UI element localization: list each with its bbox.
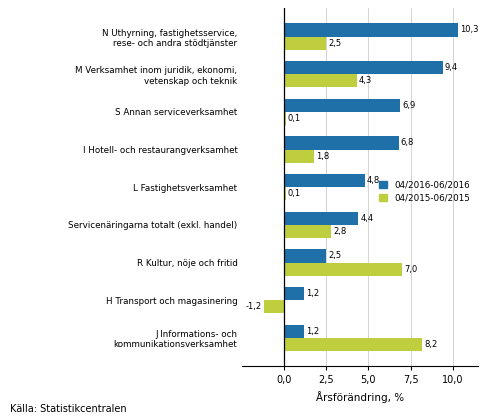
Text: 2,5: 2,5 (328, 39, 341, 48)
Text: 8,2: 8,2 (424, 340, 438, 349)
Text: 1,2: 1,2 (306, 327, 319, 336)
Bar (284, 262, 402, 276)
Text: 1,2: 1,2 (306, 289, 319, 298)
Bar (284, 187, 285, 201)
Bar (284, 149, 314, 163)
Legend: 04/2016-06/2016, 04/2015-06/2015: 04/2016-06/2016, 04/2015-06/2015 (375, 177, 474, 206)
Bar (284, 37, 326, 50)
Text: 9,4: 9,4 (445, 63, 458, 72)
Text: 2,8: 2,8 (333, 227, 347, 236)
Bar (284, 249, 326, 262)
Bar (284, 61, 443, 74)
Text: 10,3: 10,3 (460, 25, 478, 35)
Text: -1,2: -1,2 (246, 302, 261, 311)
Text: 4,8: 4,8 (367, 176, 380, 185)
Bar (284, 74, 356, 87)
Text: 6,9: 6,9 (402, 101, 416, 110)
Text: 2,5: 2,5 (328, 251, 341, 260)
Text: 0,1: 0,1 (287, 189, 301, 198)
Text: 1,8: 1,8 (317, 151, 329, 161)
Text: 4,4: 4,4 (360, 214, 373, 223)
X-axis label: Årsförändring, %: Årsförändring, % (316, 391, 404, 403)
Text: 7,0: 7,0 (404, 265, 418, 274)
Bar (284, 225, 331, 238)
Bar (284, 23, 458, 37)
Text: 0,1: 0,1 (287, 114, 301, 123)
Bar (264, 300, 284, 313)
Bar (284, 112, 285, 125)
Bar (284, 136, 399, 149)
Text: Källa: Statistikcentralen: Källa: Statistikcentralen (10, 404, 127, 414)
Bar (284, 174, 365, 187)
Bar (284, 99, 400, 112)
Text: 4,3: 4,3 (358, 76, 372, 85)
Text: 6,8: 6,8 (401, 139, 414, 147)
Bar (284, 338, 423, 351)
Bar (284, 324, 304, 338)
Bar (284, 212, 358, 225)
Bar (284, 287, 304, 300)
